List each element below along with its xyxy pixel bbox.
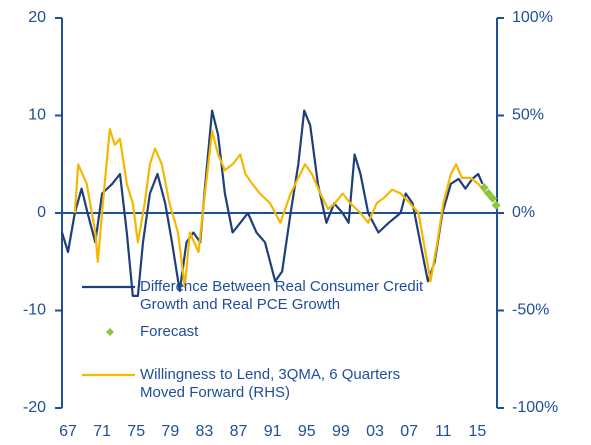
x-tick-label: 95 xyxy=(298,423,316,440)
forecast-marker xyxy=(479,183,489,193)
x-tick-label: 07 xyxy=(400,423,418,440)
x-tick-label: 79 xyxy=(161,423,179,440)
series-line xyxy=(60,109,484,297)
y2-tick-label: 0% xyxy=(512,204,535,221)
x-tick-label: 75 xyxy=(127,423,145,440)
x-tick-label: 83 xyxy=(196,423,214,440)
x-tick-label: 99 xyxy=(332,423,350,440)
y2-tick-label: -100% xyxy=(512,399,558,416)
series-line xyxy=(73,128,491,289)
legend-label: Forecast xyxy=(140,323,199,340)
y-tick-label: -20 xyxy=(23,399,46,416)
y-tick-label: 20 xyxy=(28,9,46,26)
y2-tick-label: -50% xyxy=(512,302,549,319)
x-tick-label: 03 xyxy=(366,423,384,440)
y2-tick-label: 50% xyxy=(512,107,544,124)
forecast-marker xyxy=(483,189,493,198)
x-tick-label: 67 xyxy=(59,423,77,440)
legend-marker xyxy=(106,328,114,336)
y-tick-label: 10 xyxy=(28,107,46,124)
legend-label: Difference Between Real Consumer Credit … xyxy=(140,278,424,313)
y-tick-label: -10 xyxy=(23,302,46,319)
legend-label: Willingness to Lend, 3QMA, 6 Quarters Mo… xyxy=(140,366,401,401)
x-tick-label: 71 xyxy=(93,423,111,440)
x-tick-label: 11 xyxy=(435,423,452,440)
x-tick-label: 15 xyxy=(468,423,486,440)
x-tick-label: 91 xyxy=(264,423,282,440)
y-tick-label: 0 xyxy=(37,204,46,221)
x-tick-label: 87 xyxy=(230,423,248,440)
forecast-marker xyxy=(491,200,501,210)
y2-tick-label: 100% xyxy=(512,9,553,26)
forecast-marker xyxy=(488,193,498,203)
